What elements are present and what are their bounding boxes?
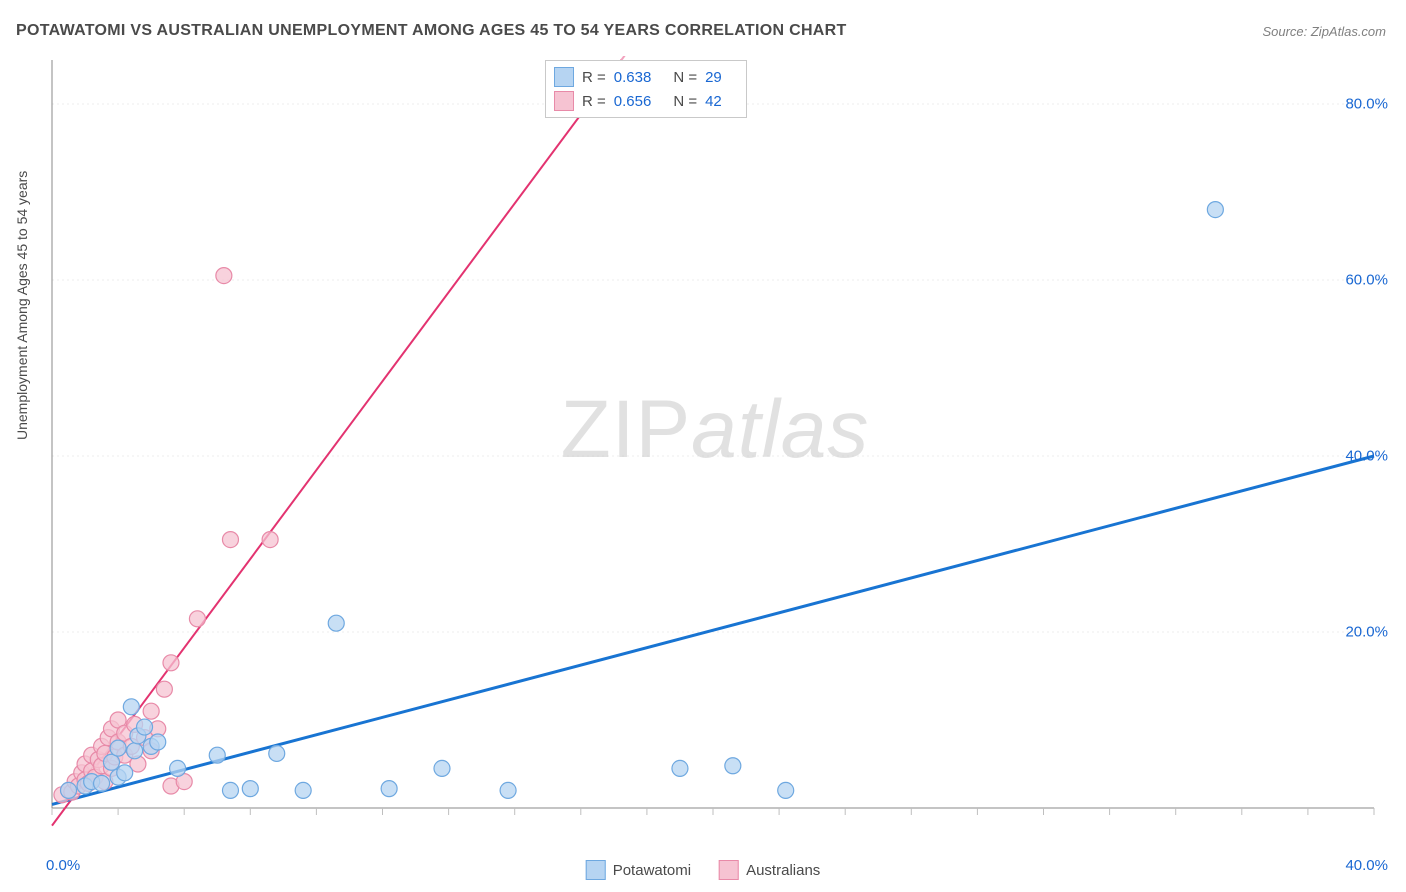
legend-item-australians: Australians [719, 860, 820, 880]
y-axis-label: Unemployment Among Ages 45 to 54 years [14, 171, 30, 440]
swatch-australians [719, 860, 739, 880]
source-value: ZipAtlas.com [1311, 24, 1386, 39]
r-value-australians: 0.656 [614, 93, 652, 110]
stats-legend: R = 0.638 N = 29 R = 0.656 N = 42 [545, 60, 747, 118]
chart-container: POTAWATOMI VS AUSTRALIAN UNEMPLOYMENT AM… [0, 0, 1406, 892]
stats-row-australians: R = 0.656 N = 42 [554, 89, 736, 113]
x-tick-start: 0.0% [46, 857, 80, 874]
y-tick-label: 80.0% [1345, 96, 1388, 113]
swatch-australians [554, 91, 574, 111]
swatch-potawatomi [554, 67, 574, 87]
x-tick-end: 40.0% [1345, 857, 1388, 874]
r-label: R = [582, 69, 606, 86]
source-attribution: Source: ZipAtlas.com [1262, 24, 1386, 39]
plot-area: ZIPatlas [50, 56, 1380, 836]
n-value-australians: 42 [705, 93, 722, 110]
y-tick-label: 60.0% [1345, 272, 1388, 289]
scatter-svg [50, 56, 1380, 836]
r-value-potawatomi: 0.638 [614, 69, 652, 86]
n-value-potawatomi: 29 [705, 69, 722, 86]
n-label: N = [673, 69, 697, 86]
series-legend: Potawatomi Australians [586, 860, 821, 880]
y-tick-label: 40.0% [1345, 448, 1388, 465]
r-label: R = [582, 93, 606, 110]
legend-label-potawatomi: Potawatomi [613, 862, 691, 879]
legend-label-australians: Australians [746, 862, 820, 879]
swatch-potawatomi [586, 860, 606, 880]
source-label: Source: [1262, 24, 1310, 39]
chart-title: POTAWATOMI VS AUSTRALIAN UNEMPLOYMENT AM… [16, 22, 847, 40]
y-tick-label: 20.0% [1345, 624, 1388, 641]
n-label: N = [673, 93, 697, 110]
stats-row-potawatomi: R = 0.638 N = 29 [554, 65, 736, 89]
legend-item-potawatomi: Potawatomi [586, 860, 691, 880]
